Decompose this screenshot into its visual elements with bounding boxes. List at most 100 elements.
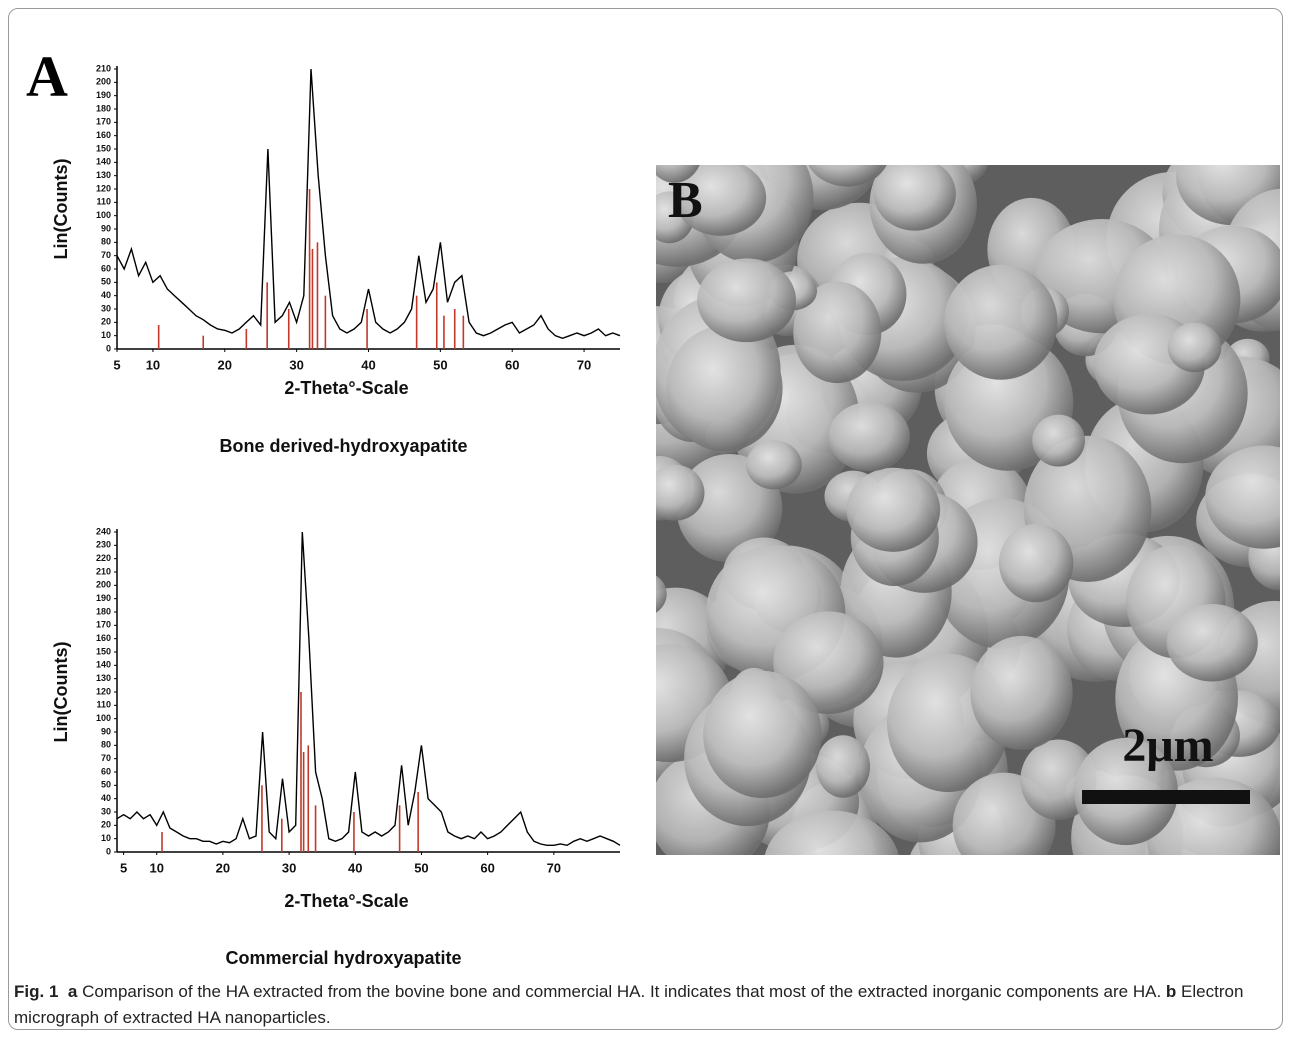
y-tick-label: 140 [96, 157, 111, 167]
x-tick-label: 70 [577, 357, 591, 372]
y-tick-label: 140 [96, 660, 111, 670]
y-tick-label: 50 [101, 780, 111, 790]
particle [1205, 445, 1280, 549]
y-tick-label: 80 [101, 740, 111, 750]
chart-title: Bone derived-hydroxyapatite [219, 436, 467, 456]
particle [970, 635, 1073, 750]
y-tick-label: 200 [96, 580, 111, 590]
y-tick-label: 10 [101, 330, 111, 340]
y-tick-label: 200 [96, 77, 111, 87]
y-tick-label: 120 [96, 183, 111, 193]
particle [846, 467, 941, 552]
y-tick-label: 160 [96, 130, 111, 140]
y-axis-label: Lin(Counts) [51, 159, 71, 260]
y-tick-label: 110 [96, 700, 111, 710]
x-axis-label: 2-Theta°-Scale [284, 891, 408, 911]
part-label: a [67, 982, 78, 1001]
particle [1166, 604, 1258, 682]
y-tick-label: 100 [96, 713, 111, 723]
y-tick-label: 20 [101, 820, 111, 830]
particle [808, 165, 887, 187]
particle [764, 810, 899, 855]
diffraction-line [116, 68, 621, 340]
y-tick-label: 20 [101, 317, 111, 327]
chart-title: Commercial hydroxyapatite [225, 948, 461, 968]
caption: Fig. 1 a Comparison of the HA extracted … [14, 979, 1276, 1031]
caption-text: Electron micrograph of extracted HA nano… [14, 982, 1244, 1027]
y-tick-label: 180 [96, 606, 111, 616]
y-tick-label: 160 [96, 633, 111, 643]
y-tick-label: 240 [96, 526, 111, 536]
xrd-chart: 0 10 20 30 40 50 60 70 80 90 100 110 120 130 140 150 160… [51, 63, 621, 456]
y-tick-label: 180 [96, 103, 111, 113]
y-tick-label: 0 [106, 343, 111, 353]
particle [793, 281, 882, 384]
y-tick-label: 40 [101, 793, 111, 803]
y-tick-label: 120 [96, 686, 111, 696]
y-tick-label: 110 [96, 197, 111, 207]
y-tick-label: 90 [101, 223, 111, 233]
x-tick-label: 30 [289, 357, 303, 372]
y-tick-label: 50 [101, 277, 111, 287]
y-tick-label: 210 [96, 566, 111, 576]
micrograph: B 2μm [656, 165, 1280, 855]
scale-bar-label: 2μm [1122, 719, 1213, 772]
y-tick-label: 190 [96, 90, 111, 100]
y-tick-label: 70 [101, 250, 111, 260]
y-tick-label: 30 [101, 806, 111, 816]
y-tick-label: 80 [101, 237, 111, 247]
y-tick-label: 130 [96, 170, 111, 180]
particle [697, 258, 796, 343]
particle [1167, 322, 1222, 373]
panel-label: B [668, 172, 703, 229]
figure-number: Fig. 1 [14, 982, 59, 1001]
x-tick-label: 50 [414, 860, 428, 875]
y-tick-label: 90 [101, 726, 111, 736]
particle [873, 165, 956, 231]
particle [703, 670, 822, 799]
y-tick-label: 30 [101, 303, 111, 313]
x-tick-label: 10 [146, 357, 160, 372]
y-tick-label: 230 [96, 540, 111, 550]
particle [828, 402, 910, 472]
y-tick-label: 70 [101, 753, 111, 763]
y-tick-label: 170 [96, 117, 111, 127]
y-axis-label: Lin(Counts) [51, 642, 71, 743]
y-tick-label: 170 [96, 620, 111, 630]
x-tick-label: 10 [149, 860, 163, 875]
particle [656, 464, 705, 521]
particle [944, 264, 1058, 380]
y-tick-label: 150 [96, 646, 111, 656]
particle [674, 165, 767, 236]
y-tick-label: 130 [96, 673, 111, 683]
particle [816, 735, 871, 798]
x-tick-label: 50 [433, 357, 447, 372]
x-axis-label: 2-Theta°-Scale [284, 378, 408, 398]
particle [656, 165, 700, 183]
x-tick-label: 5 [120, 860, 127, 875]
caption-text: Comparison of the HA extracted from the … [82, 982, 1162, 1001]
y-tick-label: 150 [96, 143, 111, 153]
particle [746, 440, 802, 490]
y-tick-label: 0 [106, 846, 111, 856]
y-tick-label: 10 [101, 833, 111, 843]
diffraction-line [116, 531, 621, 847]
y-tick-label: 60 [101, 766, 111, 776]
particle [998, 523, 1074, 603]
particle [656, 575, 667, 613]
figure-frame [8, 8, 1283, 1030]
panel-label: A [26, 43, 68, 108]
particle [1032, 414, 1085, 467]
part-label: b [1165, 982, 1177, 1001]
x-tick-label: 20 [216, 860, 230, 875]
x-tick-label: 20 [218, 357, 232, 372]
y-tick-label: 40 [101, 290, 111, 300]
x-tick-label: 60 [505, 357, 519, 372]
scale-bar [1082, 790, 1250, 804]
x-tick-label: 30 [282, 860, 296, 875]
particle [666, 325, 783, 452]
x-tick-label: 40 [348, 860, 362, 875]
x-tick-label: 5 [113, 357, 120, 372]
